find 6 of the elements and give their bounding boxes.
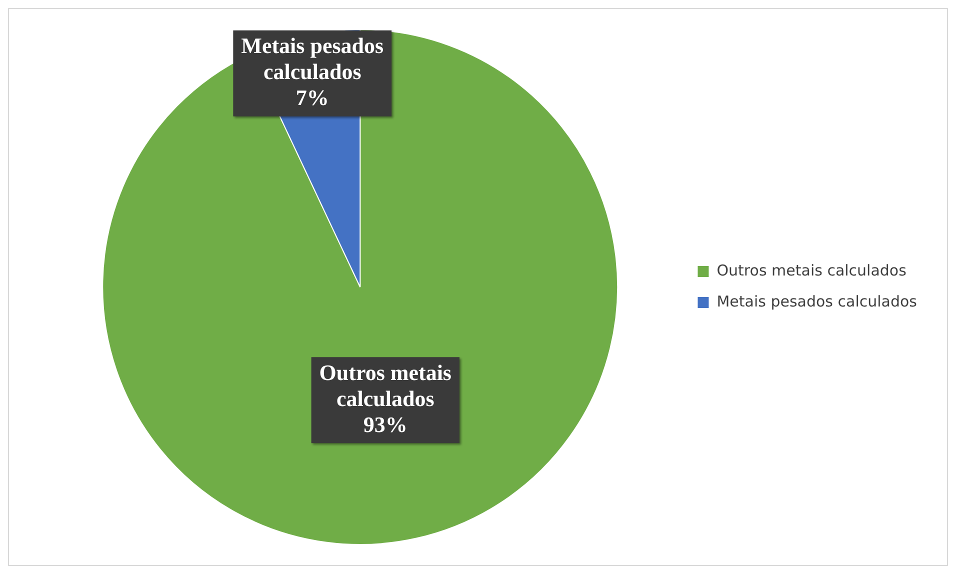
legend-label: Outros metais calculados — [716, 261, 907, 280]
slice-label: Outros metais calculados — [319, 360, 452, 411]
data-label: 7% — [296, 85, 329, 110]
slice-label: Metais pesados calculados — [241, 33, 384, 84]
legend-label: Metais pesados calculados — [716, 292, 918, 310]
data-label: 93% — [363, 412, 408, 437]
